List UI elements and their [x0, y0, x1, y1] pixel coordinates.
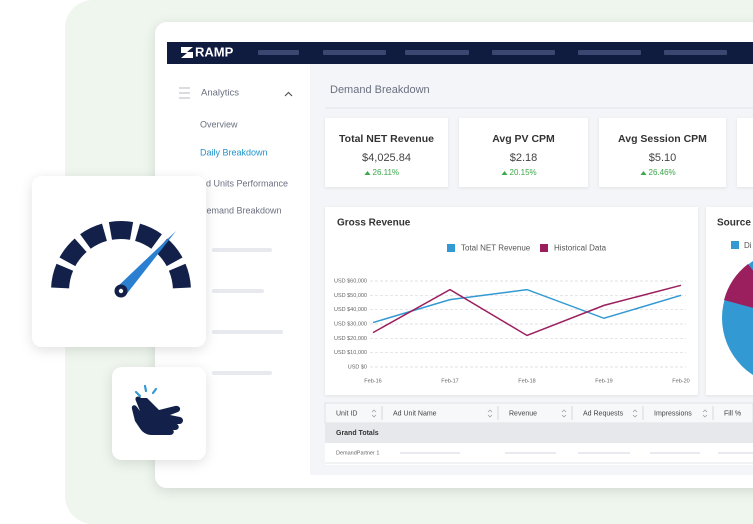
sort-icon	[371, 409, 377, 418]
column-header[interactable]: Unit ID	[336, 410, 357, 417]
gauge-segment	[59, 238, 87, 267]
legend-label: Total NET Revenue	[461, 244, 531, 253]
kpi-change: 26.11%	[373, 168, 400, 177]
row-label: DemandPartner 1	[336, 450, 379, 456]
chart-panel	[325, 207, 698, 395]
gauge-segment	[80, 223, 107, 249]
kpi-card	[459, 118, 588, 187]
pie	[722, 260, 753, 376]
sort-icon	[702, 409, 708, 418]
kpi-value: $5.10	[649, 152, 677, 164]
kpi-label: Avg PV CPM	[492, 133, 555, 145]
sidebar-section[interactable]: Analytics	[201, 88, 239, 99]
x-tick-label: Feb-16	[364, 378, 381, 384]
sidebar-item[interactable]: Daily Breakdown	[200, 147, 268, 157]
menu-icon	[179, 87, 190, 99]
y-tick-label: USD $20,000	[334, 336, 367, 342]
nav-placeholders	[258, 50, 727, 55]
sidebar-placeholders	[212, 248, 283, 375]
x-tick-label: Feb-17	[441, 378, 458, 384]
gauge-segment	[108, 221, 134, 240]
gauge-icon	[51, 221, 191, 298]
y-tick-label: USD $0	[348, 364, 367, 370]
column-header[interactable]: Fill %	[724, 410, 741, 417]
kpi-value: $4,025.84	[362, 152, 411, 164]
source-legend: Di	[744, 241, 752, 250]
row-label: Grand Totals	[336, 430, 379, 437]
source-title: Source	[717, 218, 751, 229]
kpi-change: 26.46%	[649, 168, 676, 177]
nav-logo: RAMP	[181, 44, 234, 59]
kpi-label: Total NET Revenue	[339, 133, 434, 145]
kpi-card	[325, 118, 448, 187]
column-header[interactable]: Revenue	[509, 410, 537, 417]
gauge-hub-dot	[118, 288, 124, 294]
page-title: Demand Breakdown	[330, 84, 430, 96]
y-tick-label: USD $10,000	[334, 350, 367, 356]
kpi-card	[737, 118, 753, 187]
sort-icon	[487, 409, 493, 418]
up-arrow	[364, 171, 371, 175]
kpi-card	[599, 118, 726, 187]
totals-row	[325, 423, 753, 443]
series-line	[372, 288, 682, 324]
sidebar-item[interactable]: Ad Units Performance	[200, 178, 288, 188]
sidebar-item[interactable]: Demand Breakdown	[200, 205, 282, 215]
column-header[interactable]: Ad Requests	[583, 410, 624, 417]
legend-label: Historical Data	[554, 244, 607, 253]
logo-icon	[181, 47, 193, 58]
chevron[interactable]	[284, 91, 293, 97]
x-tick-label: Feb-20	[672, 378, 689, 384]
x-tick-label: Feb-19	[595, 378, 612, 384]
up-arrow	[501, 171, 508, 175]
kpi-label: Avg Session CPM	[618, 133, 707, 145]
y-tick-label: USD $60,000	[334, 278, 367, 284]
gauge-segment	[168, 263, 191, 289]
gauge-card	[32, 176, 206, 347]
legend-swatch	[731, 241, 739, 249]
series-line	[372, 284, 682, 337]
brand: RAMP	[195, 44, 234, 59]
column-header[interactable]: Impressions	[654, 410, 692, 417]
legend-swatch	[540, 244, 548, 252]
gauge-segment	[135, 223, 162, 249]
gauge-needle	[116, 231, 176, 296]
chart-title: Gross Revenue	[337, 218, 411, 229]
sort-icon	[561, 409, 567, 418]
y-tick-label: USD $30,000	[334, 321, 367, 327]
sidebar-item[interactable]: Overview	[200, 119, 238, 129]
tap-icon	[131, 384, 183, 435]
column-header[interactable]: Ad Unit Name	[393, 410, 437, 417]
gauge-segment	[51, 263, 74, 289]
y-tick-label: USD $40,000	[334, 307, 367, 313]
kpi-value: $2.18	[510, 152, 538, 164]
y-tick-label: USD $50,000	[334, 293, 367, 299]
legend-swatch	[447, 244, 455, 252]
up-arrow	[640, 171, 647, 175]
x-tick-label: Feb-18	[518, 378, 535, 384]
sort-icon	[632, 409, 638, 418]
kpi-change: 20.15%	[510, 168, 537, 177]
